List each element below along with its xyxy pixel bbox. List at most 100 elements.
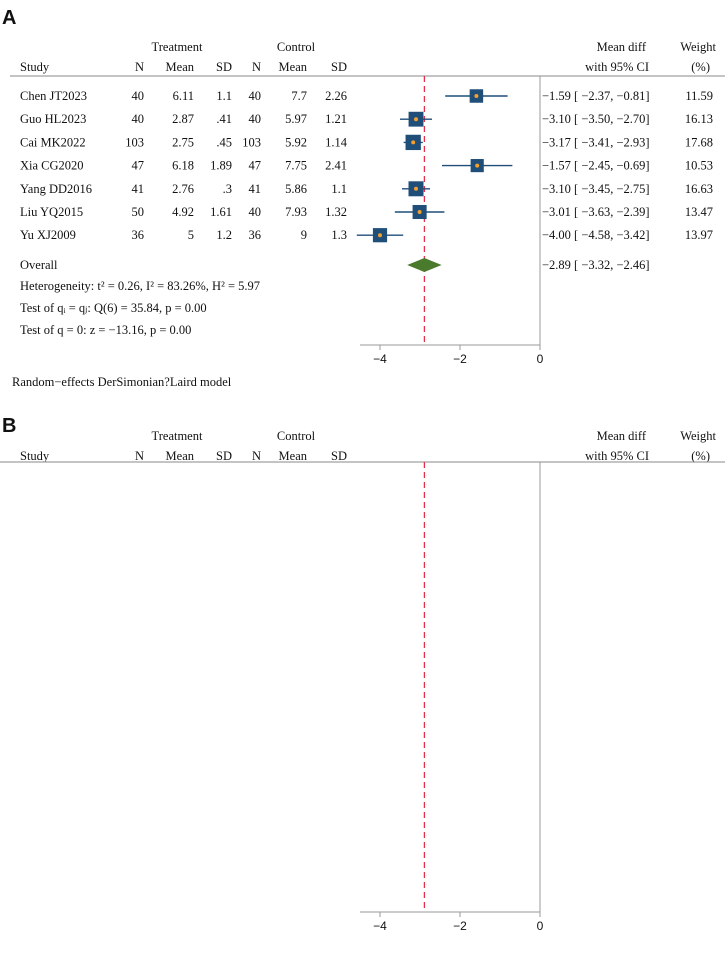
b-header-control-mean: Mean (279, 449, 308, 463)
a-row-4-weight: 16.63 (685, 182, 713, 196)
a-row-6-control-n: 36 (249, 228, 262, 242)
a-row-3-treatment-n: 47 (132, 159, 145, 173)
a-row-6-control-mean: 9 (301, 228, 307, 242)
a-header-treatment-n: N (135, 60, 144, 74)
a-row-5-treatment-n: 50 (132, 205, 145, 219)
a-row-5-effect-point (417, 210, 422, 214)
a-header-weight-unit: (%) (691, 60, 710, 74)
a-x-tick-label: −4 (373, 352, 387, 366)
a-row-4-treatment-mean: 2.76 (172, 182, 194, 196)
a-row-6-control-sd: 1.3 (331, 228, 347, 242)
a-row-6-treatment-n: 36 (132, 228, 145, 242)
a-row-2-control-sd: 1.14 (325, 135, 348, 149)
a-overall-label: Overall (20, 258, 58, 272)
a-row-6-treatment-mean: 5 (188, 228, 194, 242)
a-row-5-control-n: 40 (249, 205, 262, 219)
a-x-tick-label: 0 (537, 352, 544, 366)
a-row-1-treatment-mean: 2.87 (172, 112, 194, 126)
a-row-2-study-label: Cai MK2022 (20, 135, 86, 149)
b-header-control-n: N (252, 449, 261, 463)
a-row-4-control-mean: 5.86 (285, 182, 307, 196)
b-header-weight-unit: (%) (691, 449, 710, 463)
a-row-1-treatment-sd: .41 (216, 112, 232, 126)
a-overall-diamond (407, 258, 442, 272)
a-row-4-control-sd: 1.1 (331, 182, 347, 196)
a-row-1-ci-text: −3.10 [ −3.50, −2.70] (542, 112, 650, 126)
a-header-weight: Weight (680, 40, 716, 54)
b-x-tick-label: 0 (537, 919, 544, 933)
a-row-2-effect-point (411, 140, 416, 145)
b-header-control-sd: SD (331, 449, 347, 463)
a-overall-stat-2: Test of q = 0: z = −13.16, p = 0.00 (20, 323, 191, 337)
b-x-tick-label: −2 (453, 919, 467, 933)
b-header-treatment: Treatment (152, 429, 203, 443)
a-overall-ci-text: −2.89 [ −3.32, −2.46] (542, 258, 650, 272)
a-row-2-treatment-mean: 2.75 (172, 135, 194, 149)
a-row-2-control-mean: 5.92 (285, 135, 307, 149)
a-footnote: Random−effects DerSimonian?Laird model (12, 375, 232, 389)
a-row-3-weight: 10.53 (685, 159, 713, 173)
b-header-control: Control (277, 429, 316, 443)
a-row-6-weight: 13.97 (685, 228, 713, 242)
a-row-6-ci-text: −4.00 [ −4.58, −3.42] (542, 228, 650, 242)
a-row-1-control-sd: 1.21 (325, 112, 347, 126)
a-row-3-study-label: Xia CG2020 (20, 159, 84, 173)
a-row-3-control-n: 47 (249, 159, 262, 173)
a-row-0-control-sd: 2.26 (325, 89, 347, 103)
b-header-treatment-n: N (135, 449, 144, 463)
a-row-2-treatment-n: 103 (125, 135, 144, 149)
a-header-mean-diff: Mean diff (597, 40, 647, 54)
a-row-5-control-mean: 7.93 (285, 205, 307, 219)
a-row-1-control-n: 40 (249, 112, 262, 126)
a-row-1-weight: 16.13 (685, 112, 713, 126)
a-header-study: Study (20, 60, 50, 74)
panel-b-label: B (2, 415, 16, 437)
a-row-5-ci-text: −3.01 [ −3.63, −2.39] (542, 205, 650, 219)
a-header-treatment: Treatment (152, 40, 203, 54)
a-row-1-control-mean: 5.97 (285, 112, 307, 126)
panel-a-label: A (2, 7, 16, 29)
a-row-5-treatment-sd: 1.61 (210, 205, 232, 219)
a-row-0-control-n: 40 (249, 89, 262, 103)
a-row-0-study-label: Chen JT2023 (20, 89, 87, 103)
a-row-5-study-label: Liu YQ2015 (20, 205, 83, 219)
b-header-weight: Weight (680, 429, 716, 443)
a-row-0-treatment-n: 40 (132, 89, 145, 103)
a-row-0-ci-text: −1.59 [ −2.37, −0.81] (542, 89, 650, 103)
a-row-0-effect-point (474, 94, 479, 98)
a-row-5-control-sd: 1.32 (325, 205, 347, 219)
a-header-ci: with 95% CI (585, 60, 649, 74)
a-header-control: Control (277, 40, 316, 54)
a-row-4-treatment-sd: .3 (223, 182, 232, 196)
a-overall-stat-0: Heterogeneity: t² = 0.26, I² = 83.26%, H… (20, 279, 260, 293)
a-row-6-effect-point (378, 233, 382, 238)
a-row-3-control-sd: 2.41 (325, 159, 347, 173)
a-row-1-effect-point (414, 117, 418, 122)
a-row-5-treatment-mean: 4.92 (172, 205, 194, 219)
a-row-2-ci-text: −3.17 [ −3.41, −2.93] (542, 135, 650, 149)
a-row-0-treatment-mean: 6.11 (173, 89, 194, 103)
a-row-3-ci-text: −1.57 [ −2.45, −0.69] (542, 159, 650, 173)
a-row-4-control-n: 41 (249, 182, 262, 196)
a-row-6-treatment-sd: 1.2 (216, 228, 232, 242)
b-header-treatment-mean: Mean (166, 449, 195, 463)
b-x-tick-label: −4 (373, 919, 387, 933)
a-row-3-treatment-mean: 6.18 (172, 159, 194, 173)
a-row-0-control-mean: 7.7 (291, 89, 307, 103)
a-row-1-study-label: Guo HL2023 (20, 112, 86, 126)
a-row-3-control-mean: 7.75 (285, 159, 307, 173)
a-header-control-n: N (252, 60, 261, 74)
a-row-2-weight: 17.68 (685, 135, 713, 149)
b-header-ci: with 95% CI (585, 449, 649, 463)
a-row-0-weight: 11.59 (685, 89, 713, 103)
a-header-treatment-sd: SD (216, 60, 232, 74)
a-x-tick-label: −2 (453, 352, 467, 366)
a-row-4-study-label: Yang DD2016 (20, 182, 92, 196)
a-row-3-treatment-sd: 1.89 (210, 159, 232, 173)
a-row-4-effect-point (414, 186, 418, 191)
a-row-2-treatment-sd: .45 (216, 135, 232, 149)
a-row-0-treatment-sd: 1.1 (216, 89, 232, 103)
a-row-2-control-n: 103 (242, 135, 261, 149)
b-header-treatment-sd: SD (216, 449, 232, 463)
